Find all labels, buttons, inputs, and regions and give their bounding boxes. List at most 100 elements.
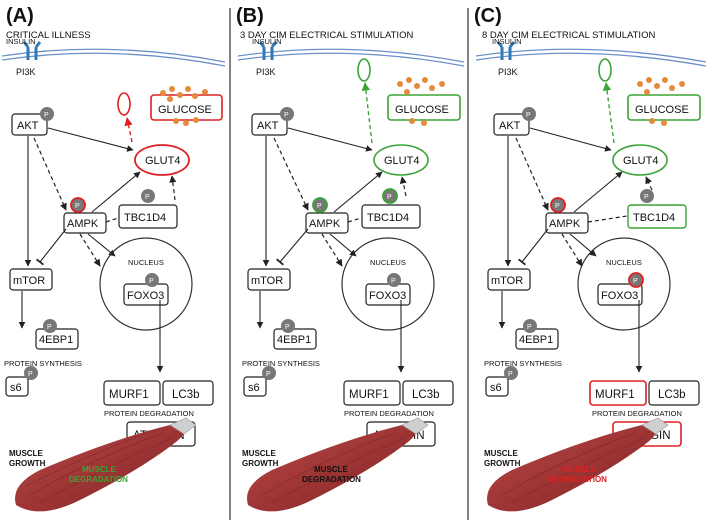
muscle-icon [247, 417, 429, 512]
insulin-receptor-icon [258, 41, 278, 60]
4ebp1-box [273, 328, 317, 350]
akt-label: AKT [17, 120, 39, 132]
glut4-oval [373, 144, 429, 176]
foxo3-label: FOXO3 [127, 290, 164, 302]
phospho-badge [281, 319, 295, 333]
s6-label: s6 [10, 382, 22, 394]
svg-text:P: P [526, 112, 531, 119]
tbc1d4-label: TBC1D4 [633, 212, 675, 224]
phospho-badge [141, 189, 155, 203]
lc3b-label: LC3b [412, 389, 440, 401]
panel-title: CRITICAL ILLNESS [6, 30, 91, 41]
muscle-degradation-label-top: MUSCLE [82, 465, 116, 474]
murf1-box [343, 380, 401, 406]
murf1-box [589, 380, 647, 406]
muscle-degradation-label-bottom: DEGRADATION [548, 475, 607, 484]
insulin-label: INSULIN [6, 37, 36, 46]
mtor-label: mTOR [251, 275, 283, 287]
insulin-receptor-icon [496, 41, 516, 60]
ampk-box [63, 212, 107, 234]
pi3k-label: PI3K [256, 67, 276, 77]
s6-box [485, 376, 509, 397]
akt-box [11, 113, 48, 136]
svg-text:P: P [317, 203, 322, 210]
mtor-box [9, 268, 53, 291]
foxo3-box [365, 283, 411, 306]
protein-degradation-label: PROTEIN DEGRADATION [592, 409, 682, 418]
glut4-label: GLUT4 [384, 155, 419, 167]
s6-label: s6 [248, 382, 260, 394]
glut4-vesicle-icon [598, 58, 612, 82]
s6-label: s6 [490, 382, 502, 394]
insulin-receptor-icon [22, 41, 42, 60]
svg-text:P: P [284, 112, 289, 119]
muscle-growth-label-bottom: GROWTH [9, 459, 46, 468]
muscle-icon [487, 417, 669, 512]
nucleus-label: NUCLEUS [606, 258, 642, 267]
phospho-badge [145, 273, 159, 287]
phospho-badge [312, 197, 328, 213]
ampk-box [545, 212, 589, 234]
panel-c: (C) 8 DAY CIM ELECTRICAL STIMULATION INS… [474, 5, 707, 512]
mtor-label: mTOR [13, 275, 45, 287]
muscle-growth-label-top: MUSCLE [242, 449, 276, 458]
ampk-label: AMPK [549, 218, 581, 230]
svg-text:P: P [145, 194, 150, 201]
svg-text:P: P [633, 278, 638, 285]
svg-text:P: P [508, 371, 513, 378]
phospho-badge [628, 272, 644, 288]
mtor-box [487, 268, 531, 291]
muscle-growth-label-top: MUSCLE [484, 449, 518, 458]
phospho-badge [640, 189, 654, 203]
svg-text:P: P [266, 371, 271, 378]
murf1-label: MURF1 [109, 389, 149, 401]
4ebp1-box [515, 328, 559, 350]
svg-text:P: P [644, 194, 649, 201]
glut4-vesicle-icon [117, 92, 131, 116]
s6-box [243, 376, 267, 397]
4ebp1-box [35, 328, 79, 350]
muscle-degradation-label-bottom: DEGRADATION [302, 475, 361, 484]
lc3b-box [162, 380, 214, 406]
akt-box [251, 113, 288, 136]
svg-text:P: P [527, 324, 532, 331]
murf1-box [103, 380, 161, 406]
foxo3-label: FOXO3 [369, 290, 406, 302]
4ebp1-label: 4EBP1 [519, 334, 553, 346]
lc3b-box [402, 380, 454, 406]
glut4-label: GLUT4 [623, 155, 658, 167]
4ebp1-label: 4EBP1 [277, 334, 311, 346]
muscle-degradation-label-top: MUSCLE [562, 465, 596, 474]
svg-text:P: P [285, 324, 290, 331]
svg-text:P: P [47, 324, 52, 331]
protein-synthesis-label: PROTEIN SYNTHESIS [484, 359, 562, 368]
glucose-label: GLUCOSE [395, 104, 449, 116]
phospho-badge [24, 366, 38, 380]
phospho-badge [523, 319, 537, 333]
svg-text:P: P [44, 112, 49, 119]
phospho-badge [382, 188, 398, 204]
protein-degradation-label: PROTEIN DEGRADATION [104, 409, 194, 418]
svg-text:P: P [149, 278, 154, 285]
insulin-label: INSULIN [252, 37, 282, 46]
muscle-degradation-label-top: MUSCLE [314, 465, 348, 474]
phospho-badge [504, 366, 518, 380]
phospho-badge [40, 107, 54, 121]
ampk-box [305, 212, 349, 234]
panel-letter: (A) [6, 5, 34, 27]
phospho-badge [387, 273, 401, 287]
ampk-label: AMPK [309, 218, 341, 230]
tbc1d4-box [361, 204, 421, 229]
protein-synthesis-label: PROTEIN SYNTHESIS [4, 359, 82, 368]
phospho-badge [43, 319, 57, 333]
muscle-growth-label-bottom: GROWTH [242, 459, 279, 468]
svg-text:P: P [387, 194, 392, 201]
insulin-label: INSULIN [492, 37, 522, 46]
murf1-label: MURF1 [349, 389, 389, 401]
nucleus-label: NUCLEUS [128, 258, 164, 267]
panel-b: (B) 3 DAY CIM ELECTRICAL STIMULATION INS… [236, 5, 465, 512]
tbc1d4-label: TBC1D4 [124, 212, 166, 224]
phospho-badge [262, 366, 276, 380]
s6-box [5, 376, 29, 397]
panel-title: 8 DAY CIM ELECTRICAL STIMULATION [482, 30, 655, 41]
